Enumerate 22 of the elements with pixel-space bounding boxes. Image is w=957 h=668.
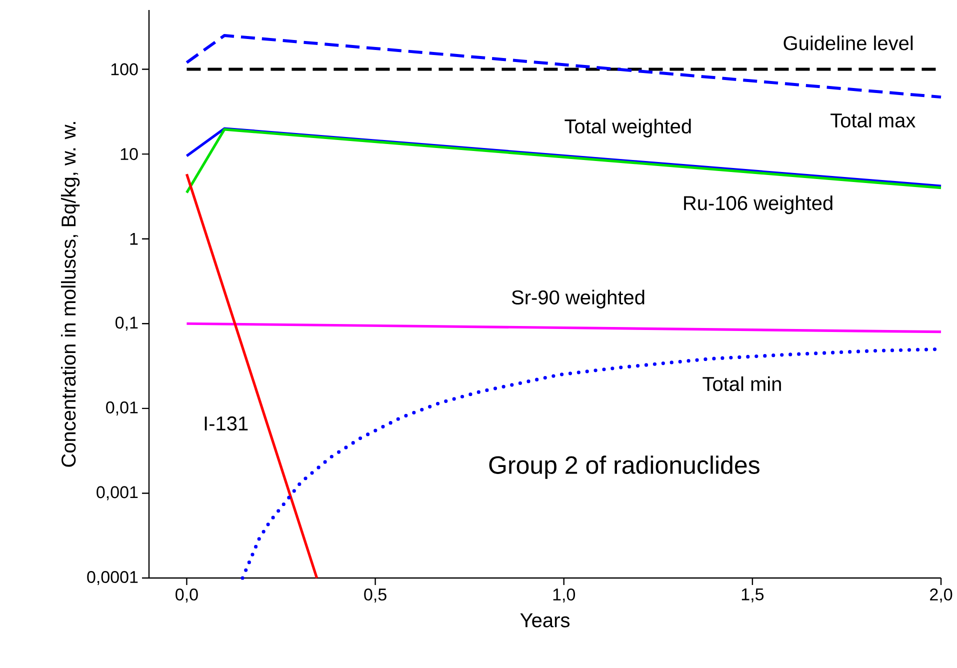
x-axis-title: Years xyxy=(520,613,570,628)
x-tick-label: 0,5 xyxy=(364,588,386,603)
y-tick-label: 100 xyxy=(111,63,138,76)
x-tick-label: 1,0 xyxy=(553,588,576,603)
y-tick-label: 0,1 xyxy=(116,316,138,331)
y-tick-label: 1 xyxy=(130,232,138,245)
y-tick-label: 0,001 xyxy=(96,486,138,500)
series-label: Guideline level xyxy=(784,36,913,50)
y-tick-label: 10 xyxy=(120,148,138,160)
series-label: Total weighted xyxy=(564,118,691,138)
y-tick-label: 0,01 xyxy=(106,401,138,416)
annotation: Group 2 of radionuclides xyxy=(489,456,760,479)
series-label: Ru-106 weighted xyxy=(684,195,832,214)
x-tick-label: 2,0 xyxy=(930,588,952,603)
series-label: Sr-90 weighted xyxy=(512,290,644,308)
series-label: Total min xyxy=(702,376,781,392)
series-label: Total max xyxy=(830,112,916,128)
x-tick-label: 0,0 xyxy=(176,588,198,603)
x-tick-label: 1,5 xyxy=(742,588,764,602)
series-label: I-131 xyxy=(204,416,248,431)
y-axis-title: Concentration in molluscs, Bq/kg, w. w. xyxy=(60,122,80,467)
y-tick-label: 0,0001 xyxy=(87,570,138,586)
